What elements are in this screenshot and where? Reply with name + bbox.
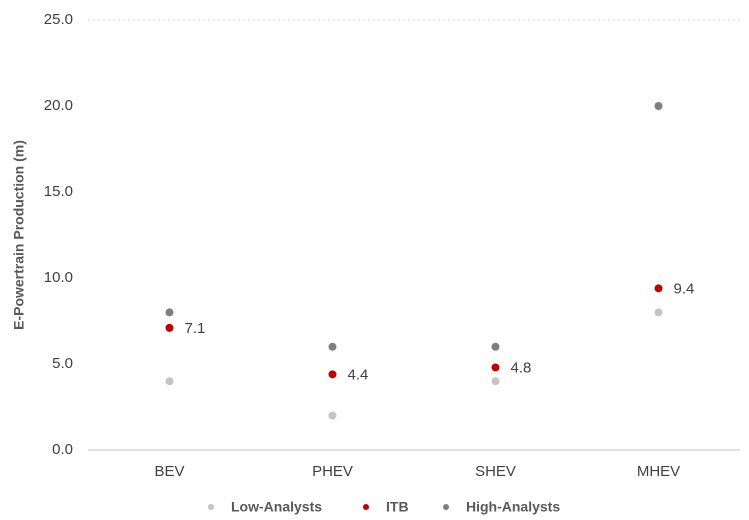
dot: [328, 342, 337, 351]
x-tick-label: SHEV: [475, 463, 516, 480]
y-tick-label: 5.0: [52, 355, 73, 372]
dot: [654, 308, 663, 317]
legend-marker: [363, 504, 369, 510]
dot: [491, 342, 500, 351]
data-label: 4.4: [348, 366, 369, 383]
x-tick-label: MHEV: [637, 463, 680, 480]
data-label: 9.4: [674, 280, 695, 297]
legend-label: High-Analysts: [466, 499, 560, 515]
y-tick-label: 25.0: [44, 11, 73, 28]
dot: [165, 308, 174, 317]
legend-marker: [443, 504, 449, 510]
y-tick-label: 20.0: [44, 97, 73, 114]
y-tick-label: 10.0: [44, 269, 73, 286]
y-axis-label: E-Powertrain Production (m): [11, 140, 27, 330]
legend-label: ITB: [386, 499, 409, 515]
dot: [491, 377, 500, 386]
data-label: 7.1: [185, 320, 206, 337]
x-tick-label: PHEV: [312, 463, 353, 480]
x-tick-label: BEV: [154, 463, 184, 480]
dot: [328, 411, 337, 420]
legend-label: Low-Analysts: [231, 499, 322, 515]
dot: [328, 370, 337, 379]
dot: [165, 377, 174, 386]
dot: [654, 102, 663, 110]
dot: [491, 363, 500, 372]
legend-marker: [208, 504, 214, 510]
y-tick-label: 0.0: [52, 441, 73, 458]
dot: [165, 323, 174, 332]
y-tick-label: 15.0: [44, 183, 73, 200]
dot: [654, 284, 663, 293]
data-label: 4.8: [511, 359, 532, 376]
